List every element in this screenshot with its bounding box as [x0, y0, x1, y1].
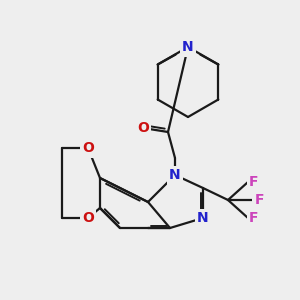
- Text: O: O: [82, 211, 94, 225]
- Text: N: N: [197, 211, 209, 225]
- Text: N: N: [169, 168, 181, 182]
- Text: N: N: [182, 40, 194, 54]
- Text: F: F: [249, 211, 259, 225]
- Text: F: F: [249, 175, 259, 189]
- Text: F: F: [254, 193, 264, 207]
- Text: O: O: [137, 121, 149, 135]
- Text: O: O: [82, 141, 94, 155]
